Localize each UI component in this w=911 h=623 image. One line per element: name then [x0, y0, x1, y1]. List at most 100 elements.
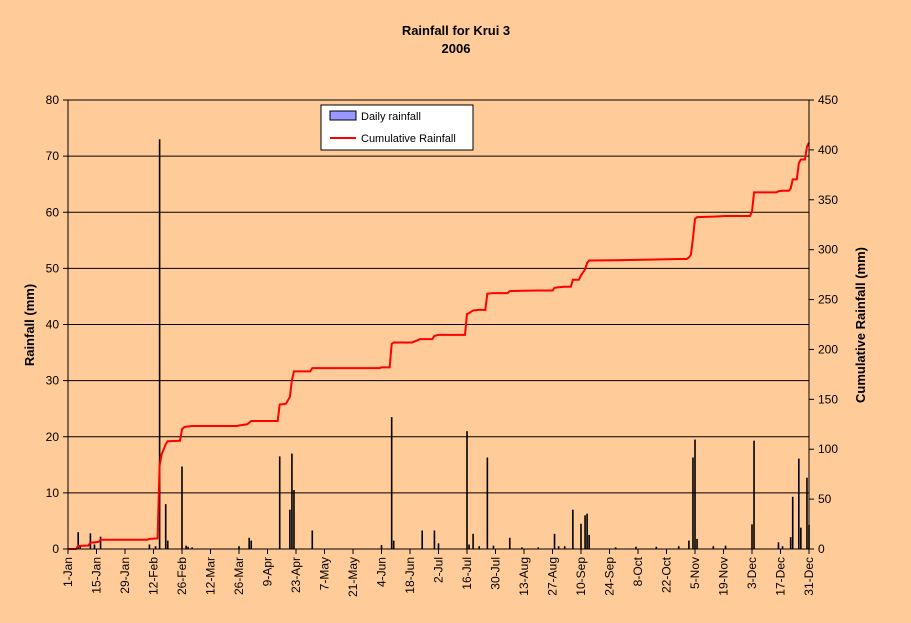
daily-rainfall-bar — [781, 546, 784, 549]
gridlines — [63, 99, 814, 554]
y2-tick-label: 50 — [818, 492, 832, 506]
daily-rainfall-bar — [800, 527, 802, 549]
y2-tick-label: 0 — [818, 542, 825, 556]
daily-rainfall-bar — [563, 546, 566, 549]
x-tick-label: 30-Jul — [489, 557, 503, 590]
x-tick-label: 12-Feb — [147, 557, 161, 595]
daily-rainfall-bar — [553, 533, 556, 549]
daily-rainfall-bar — [148, 544, 151, 549]
x-tick-label: 1-Jan — [61, 557, 75, 587]
x-tick-label: 26-Mar — [232, 557, 246, 595]
y2-tick-label: 400 — [818, 143, 838, 157]
daily-rainfall-bar — [724, 545, 727, 549]
left-axis-tick-labels: 0 10 20 30 40 50 60 70 80 — [46, 93, 60, 556]
daily-rainfall-bar — [238, 546, 240, 549]
daily-rainfall-bar — [392, 540, 395, 549]
x-tick-label: 2-Jul — [432, 557, 446, 583]
y2-tick-label: 450 — [818, 93, 838, 107]
x-tick-label: 10-Sep — [574, 557, 588, 596]
daily-rainfall-bar — [537, 547, 540, 549]
daily-rainfall-bar — [293, 490, 295, 549]
daily-rainfall-bar — [798, 458, 800, 549]
daily-rainfall-bars — [77, 139, 810, 549]
daily-rainfall-bar — [492, 545, 495, 549]
daily-rainfall-bar — [77, 532, 79, 549]
daily-rainfall-bar — [655, 546, 658, 549]
daily-rainfall-bar — [380, 545, 383, 549]
daily-rainfall-bar — [712, 546, 715, 549]
y2-tick-label: 100 — [818, 442, 838, 456]
daily-rainfall-bar — [250, 540, 253, 549]
y-tick-label: 50 — [46, 261, 60, 275]
x-tick-label: 12-Mar — [204, 557, 218, 595]
y-tick-label: 10 — [46, 486, 60, 500]
x-tick-label: 31-Dec — [802, 557, 816, 596]
y2-tick-label: 250 — [818, 293, 838, 307]
plot-area-border — [67, 99, 810, 550]
daily-rainfall-bar — [468, 544, 470, 549]
daily-rainfall-bar — [433, 530, 436, 549]
daily-rainfall-bar — [580, 523, 582, 549]
legend-label-cumulative: Cumulative Rainfall — [361, 133, 456, 145]
x-tick-label: 7-May — [318, 557, 332, 590]
x-axis-tick-labels: 1-Jan 15-Jan 29-Jan 12-Feb 26-Feb 12-Mar 26-Ma… — [61, 556, 816, 597]
y2-axis-title: Cumulative Rainfall (mm) — [853, 247, 868, 403]
x-tick-label: 4-Jun — [375, 557, 389, 587]
x-tick-label: 17-Dec — [774, 557, 788, 596]
legend: Daily rainfall Cumulative Rainfall — [320, 104, 474, 151]
x-tick-label: 15-Jan — [90, 557, 104, 594]
daily-rainfall-bar — [584, 515, 586, 549]
daily-rainfall-bar — [696, 538, 698, 549]
daily-rainfall-bar — [694, 439, 696, 549]
daily-rainfall-bar — [289, 509, 291, 549]
daily-rainfall-bar — [614, 547, 617, 549]
y-tick-label: 40 — [46, 318, 60, 332]
daily-rainfall-bar — [154, 546, 157, 549]
x-tick-label: 8-Oct — [631, 556, 645, 586]
daily-rainfall-bar — [248, 537, 250, 549]
daily-rainfall-bar — [390, 417, 393, 549]
daily-rainfall-bar — [677, 546, 680, 549]
daily-rainfall-bar — [588, 534, 590, 549]
daily-rainfall-bar — [166, 540, 169, 549]
daily-rainfall-bar — [557, 546, 560, 549]
y-tick-label: 60 — [46, 205, 60, 219]
x-tick-label: 3-Dec — [745, 557, 759, 589]
y2-tick-label: 150 — [818, 392, 838, 406]
daily-rainfall-bar — [789, 537, 792, 549]
x-tick-label: 24-Sep — [603, 557, 617, 596]
y2-tick-label: 200 — [818, 342, 838, 356]
daily-rainfall-bar — [466, 431, 468, 549]
daily-rainfall-bar — [311, 530, 314, 549]
x-tick-label: 16-Jul — [460, 557, 474, 590]
x-tick-label: 26-Feb — [175, 557, 189, 595]
daily-rainfall-bar — [99, 536, 102, 549]
daily-rainfall-bar — [185, 545, 187, 549]
right-axis-tick-labels: 0 50 100 150 200 250 300 350 400 450 — [818, 93, 838, 556]
chart-subtitle: 2006 — [442, 41, 471, 56]
daily-rainfall-bar — [478, 546, 481, 549]
daily-rainfall-bar — [791, 496, 794, 549]
x-tick-label: 29-Jan — [118, 557, 132, 594]
daily-rainfall-bar — [437, 543, 440, 549]
daily-rainfall-bar — [191, 547, 193, 549]
y2-tick-label: 350 — [818, 193, 838, 207]
daily-rainfall-bar — [79, 546, 82, 549]
daily-rainfall-bar — [472, 533, 474, 549]
daily-rainfall-bar — [692, 457, 694, 549]
x-tick-label: 5-Nov — [688, 557, 702, 589]
cumulative-rainfall-line — [68, 142, 810, 550]
daily-rainfall-bar — [586, 513, 588, 549]
daily-rainfall-bar — [521, 547, 523, 549]
daily-rainfall-bar — [291, 453, 293, 549]
daily-rainfall-bar — [753, 440, 755, 549]
x-tick-label: 23-Apr — [289, 557, 303, 593]
y-tick-label: 30 — [46, 374, 60, 388]
y2-tick-label: 300 — [818, 243, 838, 257]
x-tick-label: 19-Nov — [717, 557, 731, 596]
daily-rainfall-bar — [777, 542, 780, 549]
x-tick-label: 18-Jun — [403, 557, 417, 594]
daily-rainfall-bar — [486, 457, 489, 549]
daily-rainfall-bar — [806, 477, 808, 549]
